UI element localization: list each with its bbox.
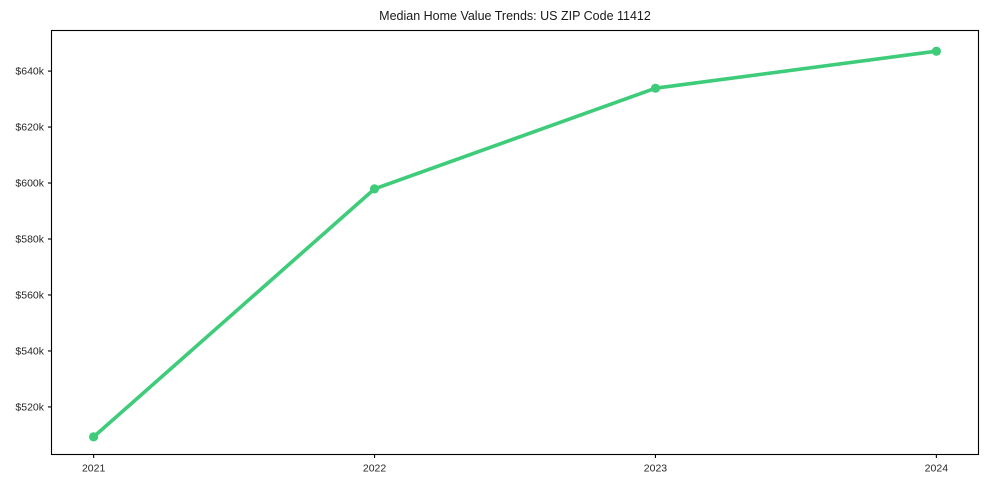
data-point-marker <box>369 184 380 194</box>
data-point-marker <box>931 46 942 56</box>
series-line <box>91 49 939 439</box>
chart-title: Median Home Value Trends: US ZIP Code 11… <box>379 9 651 23</box>
y-tick-label: $640k <box>15 66 44 78</box>
y-tick-label: $580k <box>15 234 44 246</box>
data-point-marker <box>650 83 661 93</box>
x-tick-label: 2023 <box>644 463 668 475</box>
y-tick-label: $520k <box>15 402 44 414</box>
y-tick-label: $620k <box>15 122 44 134</box>
y-tick-label: $540k <box>15 346 44 358</box>
data-point-marker <box>89 432 99 442</box>
y-axis: $520k $540k $560k $580k $600k $620k $640k <box>15 66 52 414</box>
plot-frame <box>50 29 980 456</box>
data-series <box>89 46 942 442</box>
x-tick-label: 2021 <box>82 463 106 475</box>
x-axis: 2021 2022 2023 2024 <box>82 454 949 475</box>
x-tick-label: 2024 <box>925 463 949 475</box>
y-tick-label: $600k <box>15 178 44 190</box>
x-tick-label: 2022 <box>363 463 387 475</box>
y-tick-label: $560k <box>15 290 44 302</box>
